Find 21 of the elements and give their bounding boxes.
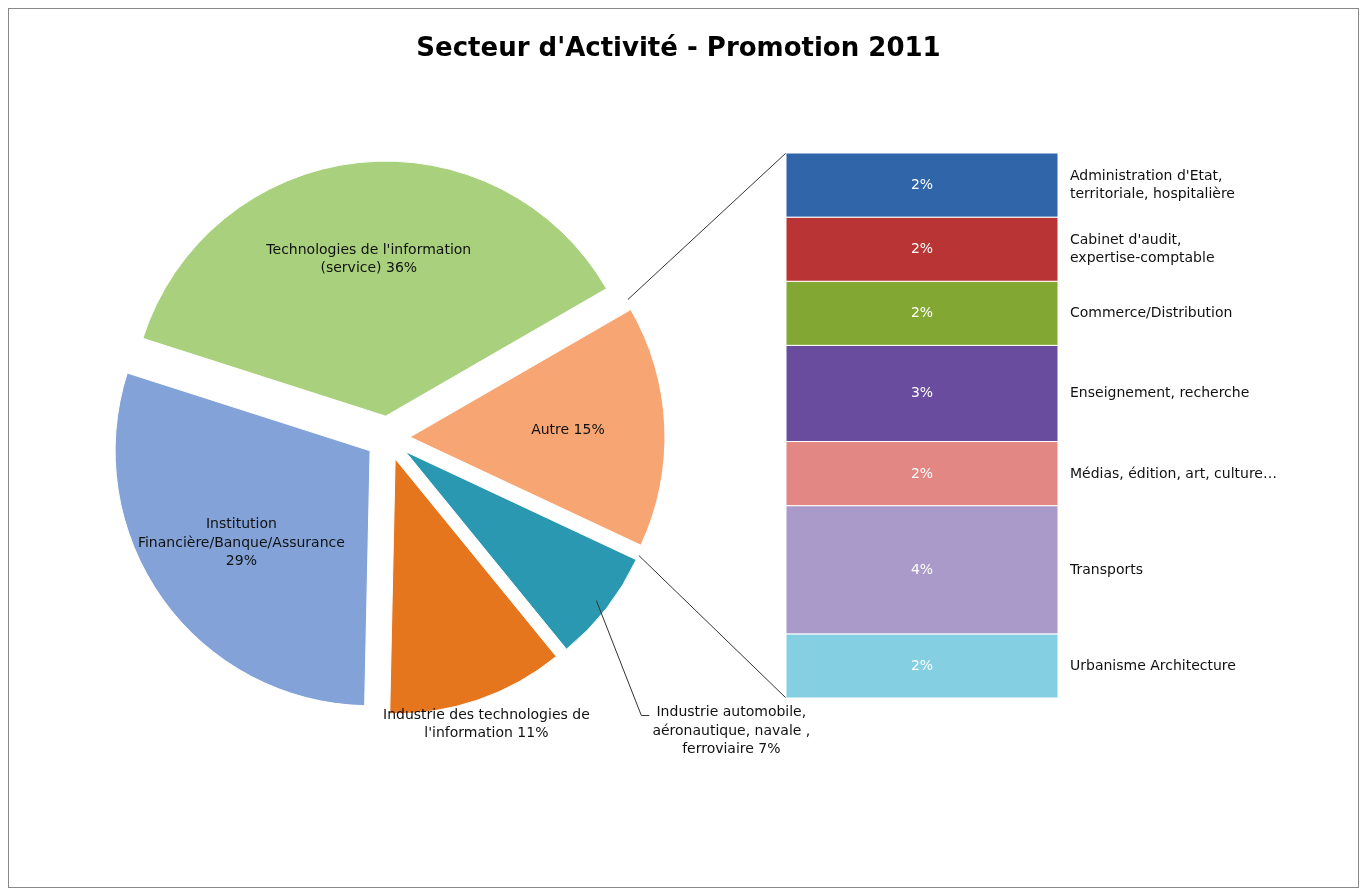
series-label: Médias, édition, art, culture… xyxy=(1070,464,1277,481)
data-label: 3% xyxy=(910,384,934,401)
slice-label: Technologies de l'information (service) 36% xyxy=(265,240,472,276)
series-label: Urbanisme Architecture xyxy=(1070,656,1236,673)
slice-label: Industrie automobile, aéronautique, navale , ferroviaire 7% xyxy=(652,703,811,756)
data-label: 2% xyxy=(910,656,934,673)
data-label: 2% xyxy=(910,176,934,193)
data-label: 2% xyxy=(910,464,934,481)
series-label: Enseignement, recherche xyxy=(1070,384,1250,401)
series-label: Cabinet d'audit, expertise-comptable xyxy=(1070,231,1215,266)
series-label: Administration d'Etat, territoriale, hospitalière xyxy=(1070,166,1235,202)
chart-title: Secteur d'Activité - Promotion 2011 xyxy=(416,32,941,62)
data-label: 29% xyxy=(225,551,257,568)
data-label: 2% xyxy=(910,304,934,321)
data-label: 4% xyxy=(910,560,934,577)
slice-label: Autre 15% xyxy=(531,421,605,438)
data-label: 2% xyxy=(910,240,934,257)
series-label: Transports xyxy=(1069,560,1143,577)
slice-label: Industrie des technologies de l'information 11% xyxy=(383,705,590,741)
slice-label: Institution Financière/Banque/Assurance xyxy=(137,515,345,550)
series-label: Commerce/Distribution xyxy=(1070,304,1233,321)
